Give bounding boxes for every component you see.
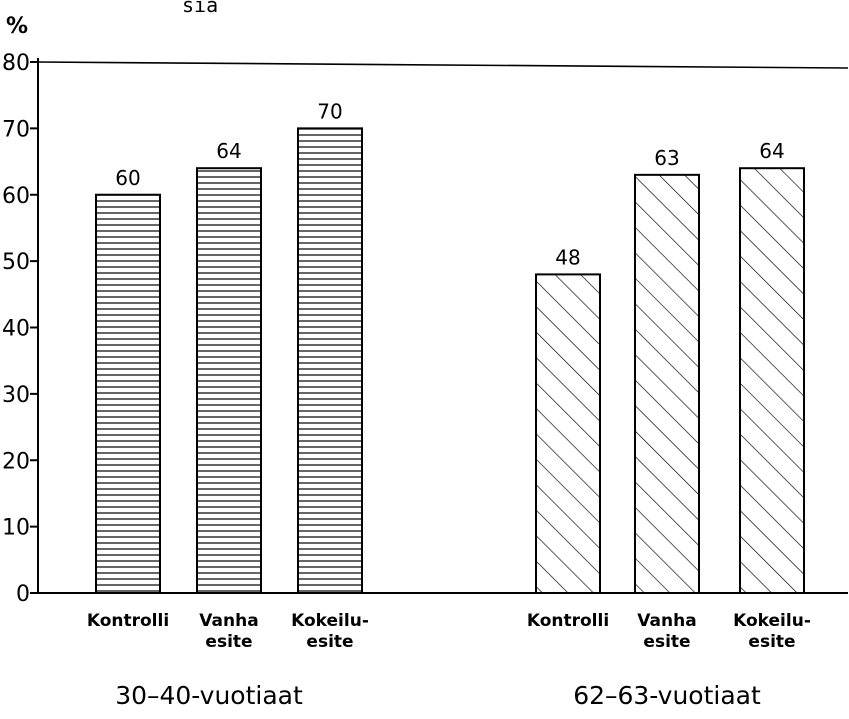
category-label: Kokeilu- [733,611,811,631]
data-label: 48 [555,245,580,269]
group-label: 62–63-vuotiaat [573,681,761,710]
y-tick-label: 30 [2,383,30,408]
category-label: Kokeilu- [291,611,369,631]
group-label: 30–40-vuotiaat [115,681,303,710]
bar [739,167,805,594]
header-fragment: sia [182,0,218,17]
bar [634,173,700,594]
category-label: esite [306,632,353,652]
category-label: Vanha [199,611,258,631]
bar [535,273,601,594]
y-axis-ticks: 0 10 20 30 40 50 60 70 80 [2,51,38,607]
y-tick-label: 80 [2,51,30,76]
data-label: 64 [759,139,784,163]
category-label: esite [748,632,795,652]
bar [95,193,161,594]
y-tick-label: 40 [2,317,30,342]
data-label: 64 [216,139,241,163]
data-label: 70 [317,99,342,123]
y-tick-label: 50 [2,250,30,275]
bar [196,167,262,594]
y-tick-label: 60 [2,184,30,209]
data-label: 63 [654,146,679,170]
y-tick-label: 0 [16,582,30,607]
top-frame-line [37,61,849,69]
bar [297,127,363,594]
bars [95,127,805,594]
y-tick-label: 20 [2,449,30,474]
category-label: Vanha [637,611,696,631]
y-tick-label: 70 [2,117,30,142]
category-label: esite [643,632,690,652]
axes [37,58,849,594]
category-label: esite [205,632,252,652]
category-label: Kontrolli [527,611,609,631]
y-axis-unit-label: % [6,14,28,39]
labels: 60Kontrolli64Vanhaesite70Kokeilu-esite30… [87,99,811,710]
data-label: 60 [115,166,140,190]
y-tick-label: 10 [2,516,30,541]
category-label: Kontrolli [87,611,169,631]
